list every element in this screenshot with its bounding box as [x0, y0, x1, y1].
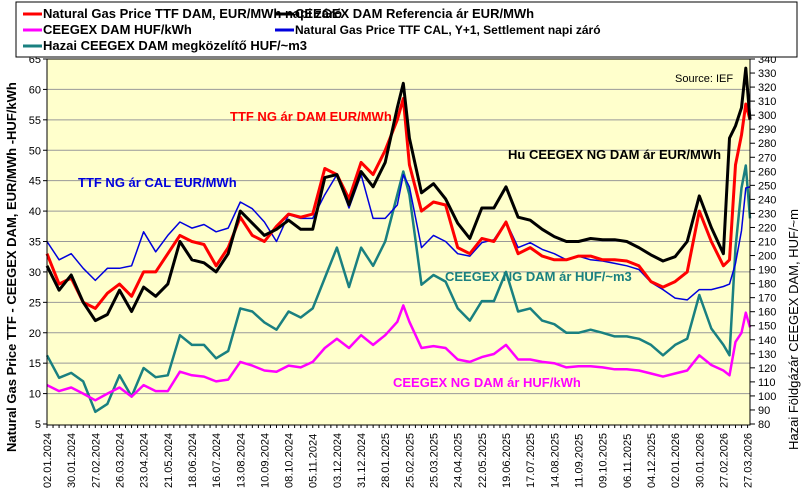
x-tick-label: 21.05.2024 — [163, 433, 175, 488]
x-tick-label: 04.12.2025 — [646, 433, 658, 488]
x-tick-label: 27.02.2024 — [90, 433, 102, 488]
series-line-0 — [45, 97, 752, 310]
x-tick-label: 24.04.2025 — [453, 433, 465, 488]
y-tick-label-right: 120 — [758, 363, 776, 375]
legend-label-ceegex-eur: CEEGEX DAM Referencia ár EUR/MWh — [295, 6, 534, 21]
legend-label-huf-m3: Hazai CEEGEX DAM megközelítő HUF/~m3 — [43, 38, 307, 53]
y-tick-label-right: 200 — [758, 251, 776, 263]
x-tick-label: 05.11.2024 — [308, 434, 320, 488]
y-tick-label-left: 15 — [29, 358, 41, 370]
y-tick-label-left: 25 — [29, 297, 41, 309]
y-tick-label-right: 320 — [758, 82, 776, 94]
y-tick-label-right: 300 — [758, 110, 776, 122]
x-tick-label: 10.09.2024 — [259, 433, 271, 488]
x-tick-label: 28.01.2025 — [380, 433, 392, 488]
x-tick-label: 26.03.2024 — [114, 433, 126, 488]
x-tick-label: 13.08.2024 — [235, 433, 247, 488]
x-tick-label: 23.04.2024 — [139, 433, 151, 488]
series-line-2 — [46, 304, 752, 402]
y-tick-label-right: 250 — [758, 180, 776, 192]
y-tick-label-right: 160 — [758, 307, 776, 319]
y-tick-label-right: 130 — [758, 349, 776, 361]
annotation-ceegex-huf-m3: CEEGEX NG DAM ár HUF/~m3 — [445, 269, 632, 284]
series-line-4 — [45, 164, 752, 414]
y-tick-label-left: 5 — [35, 419, 41, 431]
x-tick-label: 14.08.2025 — [549, 433, 561, 488]
legend: Natural Gas Price TTF DAM, EUR/MWh napi … — [15, 1, 798, 58]
y-tick-label-right: 260 — [758, 166, 776, 178]
source-label: Source: IEF — [675, 73, 733, 85]
y-axis-title-right: Hazai Földgázár CEEGEX DAM, HUF/~m — [786, 209, 801, 450]
x-tick-label: 09.10.2025 — [598, 433, 610, 488]
x-tick-label: 27.02.2026 — [718, 433, 730, 488]
y-tick-label-left: 20 — [29, 328, 41, 340]
y-tick-label-right: 280 — [758, 138, 776, 150]
series-line-3 — [46, 173, 751, 301]
y-tick-label-left: 30 — [29, 267, 41, 279]
legend-label-ceegex-huf-kwh: CEEGEX DAM HUF/kWh — [43, 22, 192, 37]
x-tick-label: 25.02.2025 — [404, 433, 416, 488]
y-tick-label-right: 170 — [758, 293, 776, 305]
axes: 5101520253035404550556065809010011012013… — [29, 54, 777, 488]
x-tick-label: 06.11.2025 — [622, 434, 634, 488]
y-tick-label-left: 60 — [29, 84, 41, 96]
y-tick-label-right: 220 — [758, 222, 776, 234]
x-tick-label: 02.01.2024 — [42, 433, 54, 488]
x-tick-label: 30.01.2024 — [66, 433, 78, 488]
y-tick-label-left: 35 — [29, 237, 41, 249]
x-tick-label: 18.06.2024 — [187, 433, 199, 488]
y-tick-label-right: 210 — [758, 237, 776, 249]
x-tick-label: 19.06.2025 — [501, 433, 513, 488]
y-tick-label-right: 240 — [758, 194, 776, 206]
y-axis-title-left: Natural Gas Price TTF - CEEGEX DAM, EUR/… — [4, 82, 19, 452]
y-tick-label-right: 150 — [758, 321, 776, 333]
annotation-ttf-dam: TTF NG ár DAM EUR/MWh — [230, 109, 392, 124]
y-tick-label-right: 290 — [758, 124, 776, 136]
y-tick-label-left: 55 — [29, 115, 41, 127]
y-tick-label-left: 45 — [29, 176, 41, 188]
y-tick-label-right: 330 — [758, 68, 776, 80]
series-lines — [45, 66, 752, 414]
x-tick-label: 17.07.2025 — [525, 433, 537, 488]
annotations: TTF NG ár DAM EUR/MWh TTF NG ár CAL EUR/… — [78, 73, 733, 390]
x-tick-label: 11.09.2025 — [573, 434, 585, 488]
y-tick-label-right: 140 — [758, 335, 776, 347]
x-tick-label: 03.12.2024 — [332, 433, 344, 488]
x-tick-label: 27.03.2026 — [743, 433, 755, 488]
y-tick-label-left: 50 — [29, 145, 41, 157]
x-tick-label: 08.10.2024 — [284, 433, 296, 488]
x-tick-label: 22.05.2025 — [477, 433, 489, 488]
y-tick-label-right: 190 — [758, 265, 776, 277]
x-tick-label: 25.03.2025 — [429, 433, 441, 488]
y-tick-label-left: 10 — [29, 389, 41, 401]
series-line-1 — [45, 66, 752, 323]
x-tick-label: 16.07.2024 — [211, 433, 223, 488]
annotation-ceegex-huf-kwh: CEEGEX NG DAM ár HUF/kWh — [393, 375, 581, 390]
y-tick-label-right: 310 — [758, 96, 776, 108]
y-tick-label-right: 110 — [758, 377, 776, 389]
y-tick-label-right: 80 — [758, 419, 770, 431]
legend-label-ttf-cal: Natural Gas Price TTF CAL, Y+1, Settleme… — [295, 23, 601, 37]
legend-box — [15, 1, 798, 58]
y-tick-label-right: 270 — [758, 152, 776, 164]
annotation-ceegex-eur: Hu CEEGEX NG DAM ár EUR/MWh — [508, 147, 721, 162]
x-tick-label: 31.12.2024 — [356, 433, 368, 488]
y-tick-label-right: 230 — [758, 208, 776, 220]
x-tick-label: 02.01.2026 — [670, 433, 682, 488]
y-tick-label-right: 100 — [758, 391, 776, 403]
y-tick-label-right: 90 — [758, 405, 770, 417]
y-tick-label-left: 40 — [29, 206, 41, 218]
annotation-ttf-cal: TTF NG ár CAL EUR/MWh — [78, 175, 237, 190]
y-tick-label-right: 180 — [758, 279, 776, 291]
legend-label-ttf-dam: Natural Gas Price TTF DAM, EUR/MWh napi … — [43, 6, 342, 21]
x-tick-label: 30.01.2026 — [694, 433, 706, 488]
